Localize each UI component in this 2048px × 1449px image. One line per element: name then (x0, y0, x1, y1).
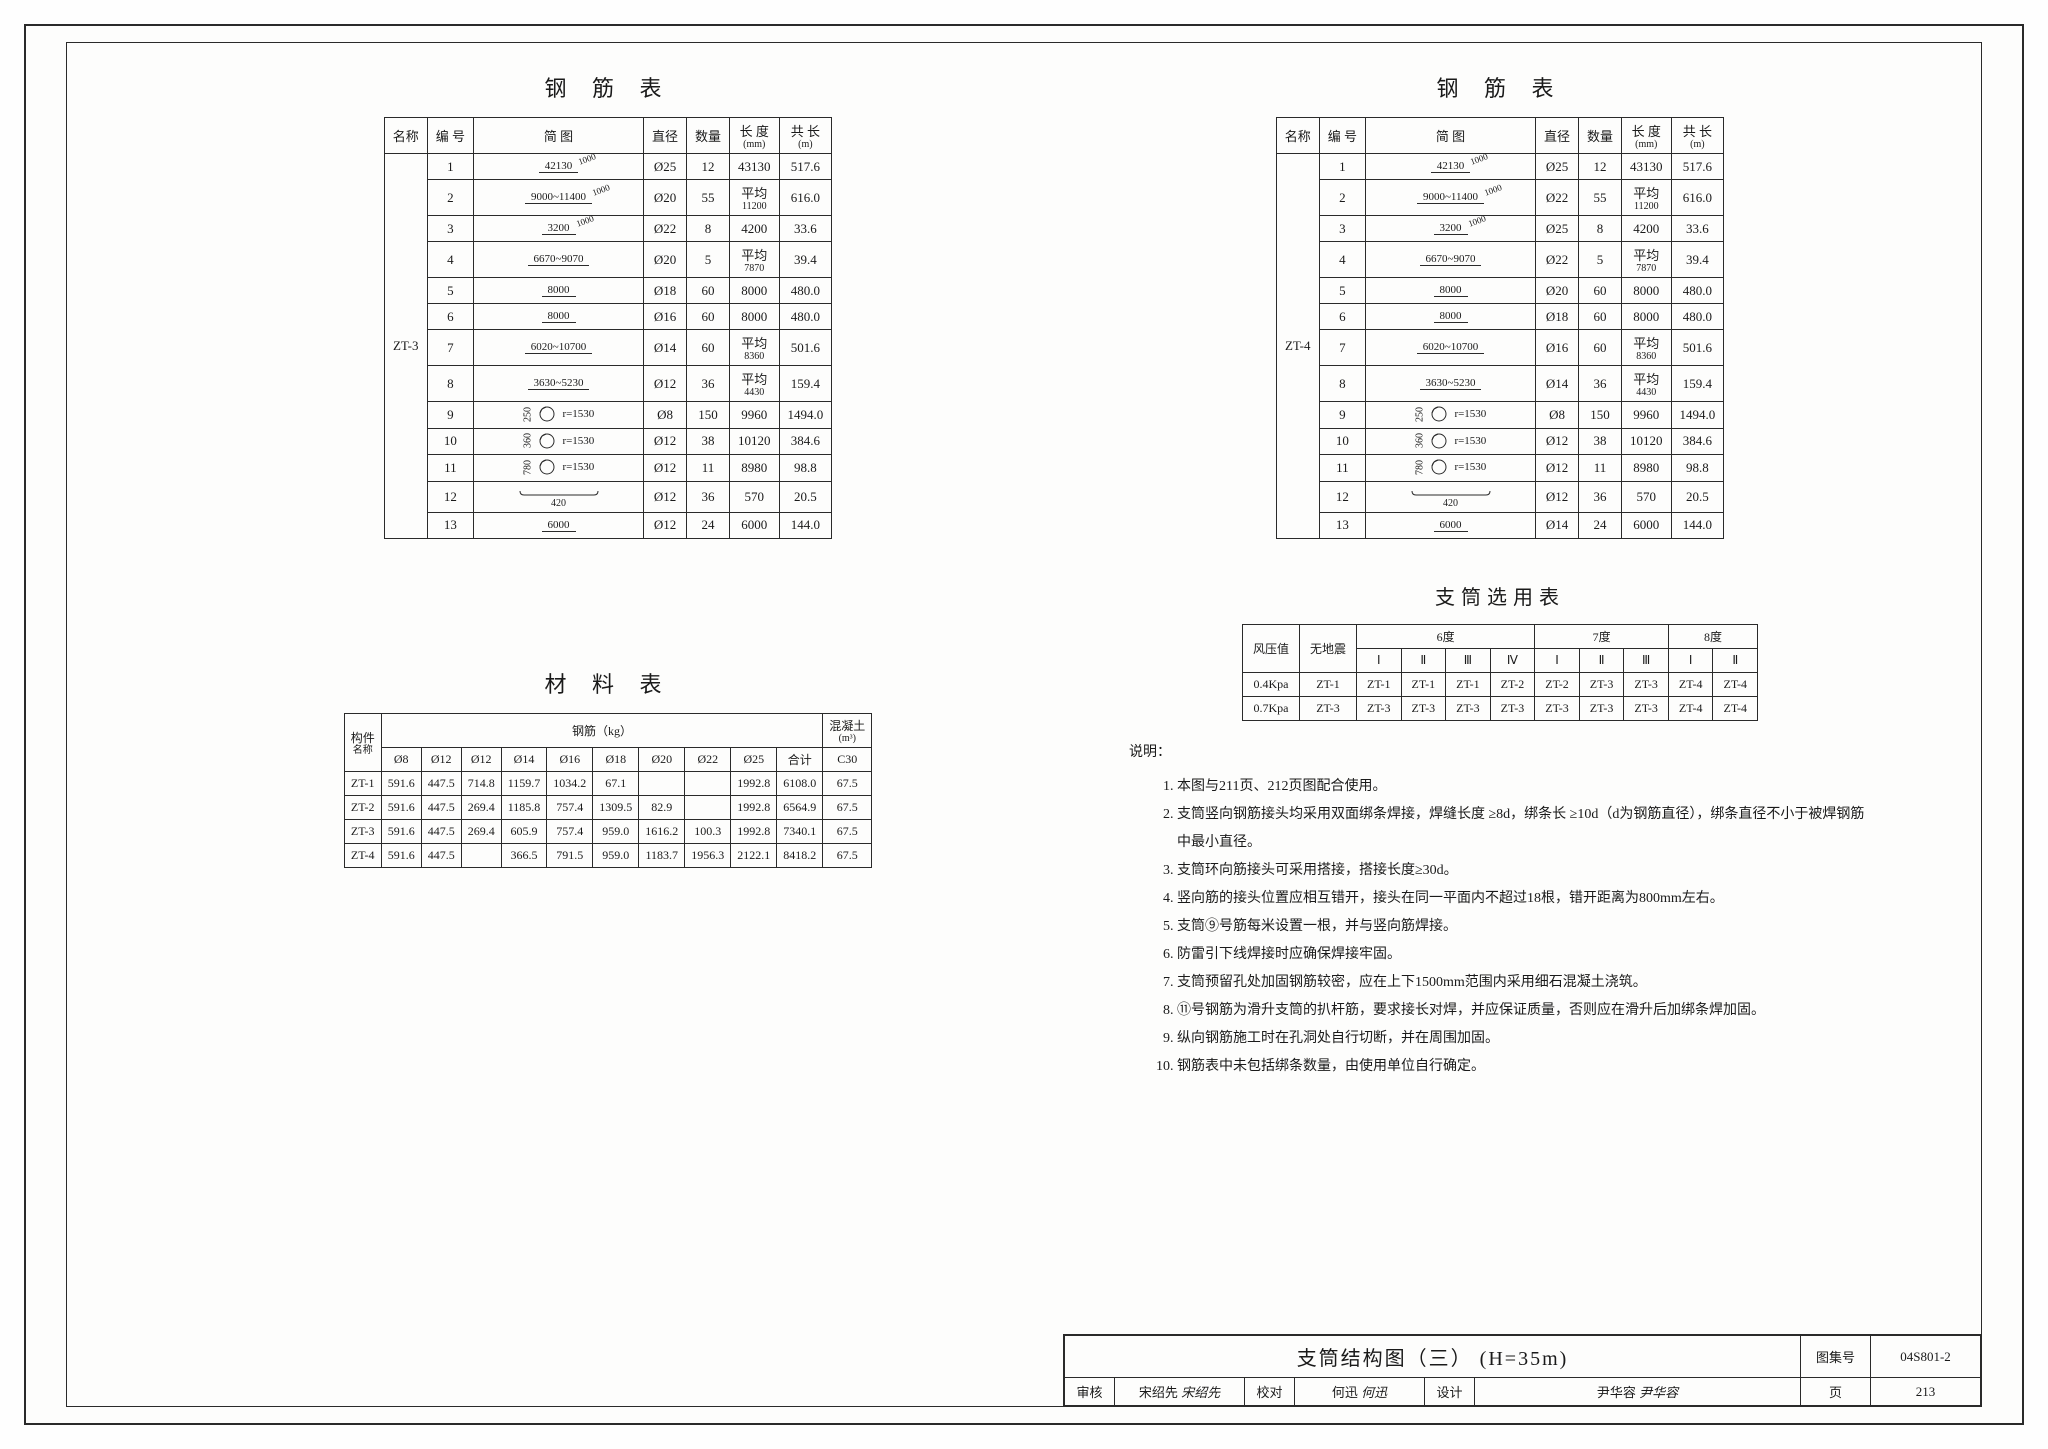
checker: 何迅 (1332, 1385, 1358, 1400)
rebar-row: 10360 r=1530Ø123810120384.6 (384, 428, 832, 455)
rebar-row: 76020~10700Ø1460平均8360501.6 (384, 330, 832, 366)
designer-sig: 尹华容 (1639, 1385, 1678, 1400)
rebar-row: 11780 r=1530Ø1211898098.8 (1276, 455, 1724, 482)
note-item: 支筒环向筋接头可采用搭接，搭接长度≥30d。 (1177, 857, 1871, 885)
reviewer-sig: 宋绍先 (1181, 1385, 1220, 1400)
material-row: ZT-2591.6447.5269.41185.8757.41309.582.9… (344, 795, 872, 819)
notes-list: 本图与211页、212页图配合使用。支筒竖向钢筋接头均采用双面绑条焊接，焊缝长度… (1177, 773, 1871, 1081)
set-number: 04S801-2 (1871, 1336, 1981, 1378)
selection-table: 风压值无地震6度7度8度ⅠⅡⅢⅣⅠⅡⅢⅠⅡ0.4KpaZT-1ZT-1ZT-1Z… (1242, 624, 1758, 721)
rebar-row: 58000Ø18608000480.0 (384, 278, 832, 304)
design-label: 设计 (1425, 1378, 1475, 1406)
rebar-row: 332001000Ø258420033.6 (1276, 216, 1724, 242)
rebar-row: 9250 r=1530Ø815099601494.0 (384, 402, 832, 429)
rebar-row: 83630~5230Ø1236平均4430159.4 (384, 366, 832, 402)
note-item: ⑪号钢筋为滑升支筒的扒杆筋，要求接长对焊，并应保证质量，否则应在滑升后加绑条焊加… (1177, 997, 1871, 1025)
note-item: 钢筋表中未包括绑条数量，由使用单位自行确定。 (1177, 1053, 1871, 1081)
rebar-title-right: 钢 筋 表 (1129, 71, 1871, 103)
selection-row: 0.7KpaZT-3ZT-3ZT-3ZT-3ZT-3ZT-3ZT-3ZT-3ZT… (1242, 696, 1757, 720)
check-label: 校对 (1245, 1378, 1295, 1406)
inner-frame: 钢 筋 表 名称编 号简 图直径数量长 度(mm)共 长(m)ZT-314213… (66, 42, 1982, 1407)
rebar-table-left: 名称编 号简 图直径数量长 度(mm)共 长(m)ZT-31421301000Ø… (384, 117, 833, 539)
rebar-row: 11780 r=1530Ø1211898098.8 (384, 455, 832, 482)
rebar-row: 68000Ø16608000480.0 (384, 304, 832, 330)
review-label: 审核 (1065, 1378, 1115, 1406)
rebar-row: 76020~10700Ø1660平均8360501.6 (1276, 330, 1724, 366)
selection-row: 0.4KpaZT-1ZT-1ZT-1ZT-1ZT-2ZT-2ZT-3ZT-3ZT… (1242, 672, 1757, 696)
rebar-row: ZT-31421301000Ø251243130517.6 (384, 154, 832, 180)
designer: 尹华容 (1597, 1385, 1636, 1400)
rebar-row: 332001000Ø228420033.6 (384, 216, 832, 242)
rebar-row: 29000~114001000Ø2255平均11200616.0 (1276, 180, 1724, 216)
left-column: 钢 筋 表 名称编 号简 图直径数量长 度(mm)共 长(m)ZT-314213… (237, 63, 979, 1081)
page-number: 213 (1871, 1378, 1981, 1406)
drawing-sheet: 钢 筋 表 名称编 号简 图直径数量长 度(mm)共 长(m)ZT-314213… (24, 24, 2024, 1425)
selection-title: 支筒选用表 (1129, 581, 1871, 610)
page-label: 页 (1801, 1378, 1871, 1406)
material-row: ZT-4591.6447.5366.5791.5959.01183.71956.… (344, 843, 872, 867)
right-column: 钢 筋 表 名称编 号简 图直径数量长 度(mm)共 长(m)ZT-414213… (1129, 63, 1871, 1081)
rebar-row: 10360 r=1530Ø123810120384.6 (1276, 428, 1724, 455)
note-item: 本图与211页、212页图配合使用。 (1177, 773, 1871, 801)
rebar-row: 29000~114001000Ø2055平均11200616.0 (384, 180, 832, 216)
rebar-row: 68000Ø18608000480.0 (1276, 304, 1724, 330)
note-item: 纵向钢筋施工时在孔洞处自行切断，并在周围加固。 (1177, 1025, 1871, 1053)
rebar-title-left: 钢 筋 表 (237, 71, 979, 103)
reviewer: 宋绍先 (1139, 1385, 1178, 1400)
member-name: ZT-3 (384, 154, 427, 539)
note-item: 支筒⑨号筋每米设置一根，并与竖向筋焊接。 (1177, 913, 1871, 941)
material-row: ZT-1591.6447.5714.81159.71034.267.11992.… (344, 771, 872, 795)
note-item: 支筒竖向钢筋接头均采用双面绑条焊接，焊缝长度 ≥8d，绑条长 ≥10d（d为钢筋… (1177, 801, 1871, 857)
rebar-row: 12420Ø123657020.5 (384, 481, 832, 512)
set-label: 图集号 (1801, 1336, 1871, 1378)
checker-sig: 何迅 (1361, 1385, 1387, 1400)
material-table: 构件名称钢筋（kg）混凝土(m³)Ø8Ø12Ø12Ø14Ø16Ø18Ø20Ø22… (344, 713, 873, 868)
drawing-title: 支筒结构图（三） (H=35m) (1065, 1336, 1801, 1378)
rebar-row: 136000Ø12246000144.0 (384, 512, 832, 538)
material-row: ZT-3591.6447.5269.4605.9757.4959.01616.2… (344, 819, 872, 843)
rebar-table-right: 名称编 号简 图直径数量长 度(mm)共 长(m)ZT-41421301000Ø… (1276, 117, 1725, 539)
rebar-row: 46670~9070Ø225平均787039.4 (1276, 242, 1724, 278)
rebar-row: 46670~9070Ø205平均787039.4 (384, 242, 832, 278)
rebar-row: 9250 r=1530Ø815099601494.0 (1276, 402, 1724, 429)
note-item: 支筒预留孔处加固钢筋较密，应在上下1500mm范围内采用细石混凝土浇筑。 (1177, 969, 1871, 997)
notes-block: 说明： 本图与211页、212页图配合使用。支筒竖向钢筋接头均采用双面绑条焊接，… (1129, 739, 1871, 1081)
rebar-row: ZT-41421301000Ø251243130517.6 (1276, 154, 1724, 180)
rebar-row: 12420Ø123657020.5 (1276, 481, 1724, 512)
note-item: 竖向筋的接头位置应相互错开，接头在同一平面内不超过18根，错开距离为800mm左… (1177, 885, 1871, 913)
member-name: ZT-4 (1276, 154, 1319, 539)
notes-label: 说明： (1129, 739, 1871, 767)
note-item: 防雷引下线焊接时应确保焊接牢固。 (1177, 941, 1871, 969)
title-block: 支筒结构图（三） (H=35m) 图集号 04S801-2 审核 宋绍先 宋绍先… (1063, 1334, 1981, 1406)
material-title: 材 料 表 (237, 667, 979, 699)
rebar-row: 83630~5230Ø1436平均4430159.4 (1276, 366, 1724, 402)
rebar-row: 58000Ø20608000480.0 (1276, 278, 1724, 304)
rebar-row: 136000Ø14246000144.0 (1276, 512, 1724, 538)
